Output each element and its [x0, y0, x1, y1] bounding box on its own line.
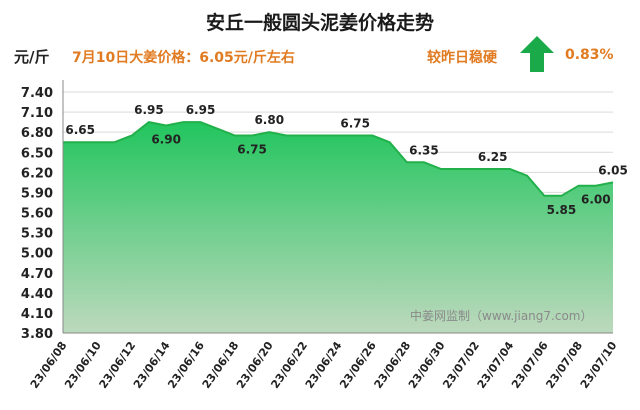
y-tick-label: 6.20 — [21, 166, 53, 181]
y-axis-ticks: 7.40 7.10 6.80 6.50 6.20 5.90 5.60 5.30 5.00 4.70… — [21, 86, 53, 342]
data-labels: 6.65 6.95 6.90 6.95 6.75 6.80 6.75 6.35 6.25 5.85… — [65, 103, 627, 217]
x-axis-ticks: 23/06/0823/06/1023/06/1223/06/1423/06/16… — [28, 339, 620, 391]
data-label: 6.00 — [581, 193, 611, 207]
y-tick-label: 7.40 — [21, 86, 53, 101]
data-label: 6.95 — [186, 103, 216, 117]
y-tick-label: 5.30 — [21, 227, 53, 242]
watermark: 中姜网监制（www.jiang7.com） — [410, 308, 592, 323]
price-area — [63, 122, 613, 333]
data-label: 6.65 — [65, 123, 95, 137]
y-tick-label: 5.00 — [21, 247, 53, 262]
y-tick-label: 7.10 — [21, 106, 53, 121]
price-info: 7月10日大姜价格：6.05元/斤左右 — [72, 50, 295, 66]
y-tick-label: 4.40 — [21, 287, 53, 302]
data-label: 6.35 — [409, 143, 439, 157]
compare-text: 较昨日稳硬 — [427, 50, 497, 66]
change-percent: 0.83% — [565, 47, 614, 63]
data-label: 6.75 — [237, 143, 267, 157]
unit-label: 元/斤 — [14, 48, 50, 66]
y-tick-label: 5.90 — [21, 186, 53, 201]
data-label: 6.80 — [254, 113, 284, 127]
y-tick-label: 6.80 — [21, 126, 53, 141]
data-label: 6.05 — [598, 163, 628, 177]
data-label: 6.95 — [134, 103, 164, 117]
price-line — [63, 121, 614, 197]
data-label: 6.90 — [151, 132, 181, 146]
up-arrow-icon — [520, 36, 554, 72]
y-tick-label: 3.80 — [21, 327, 53, 342]
y-tick-label: 6.50 — [21, 146, 53, 161]
data-label: 5.85 — [547, 203, 577, 217]
y-tick-label: 5.60 — [21, 207, 53, 222]
y-tick-label: 4.70 — [21, 267, 53, 282]
data-label: 6.75 — [340, 117, 370, 131]
chart-title: 安丘一般圆头泥姜价格走势 — [205, 12, 434, 34]
data-label: 6.25 — [478, 150, 508, 164]
y-tick-label: 4.10 — [21, 307, 53, 322]
axes — [62, 80, 613, 334]
